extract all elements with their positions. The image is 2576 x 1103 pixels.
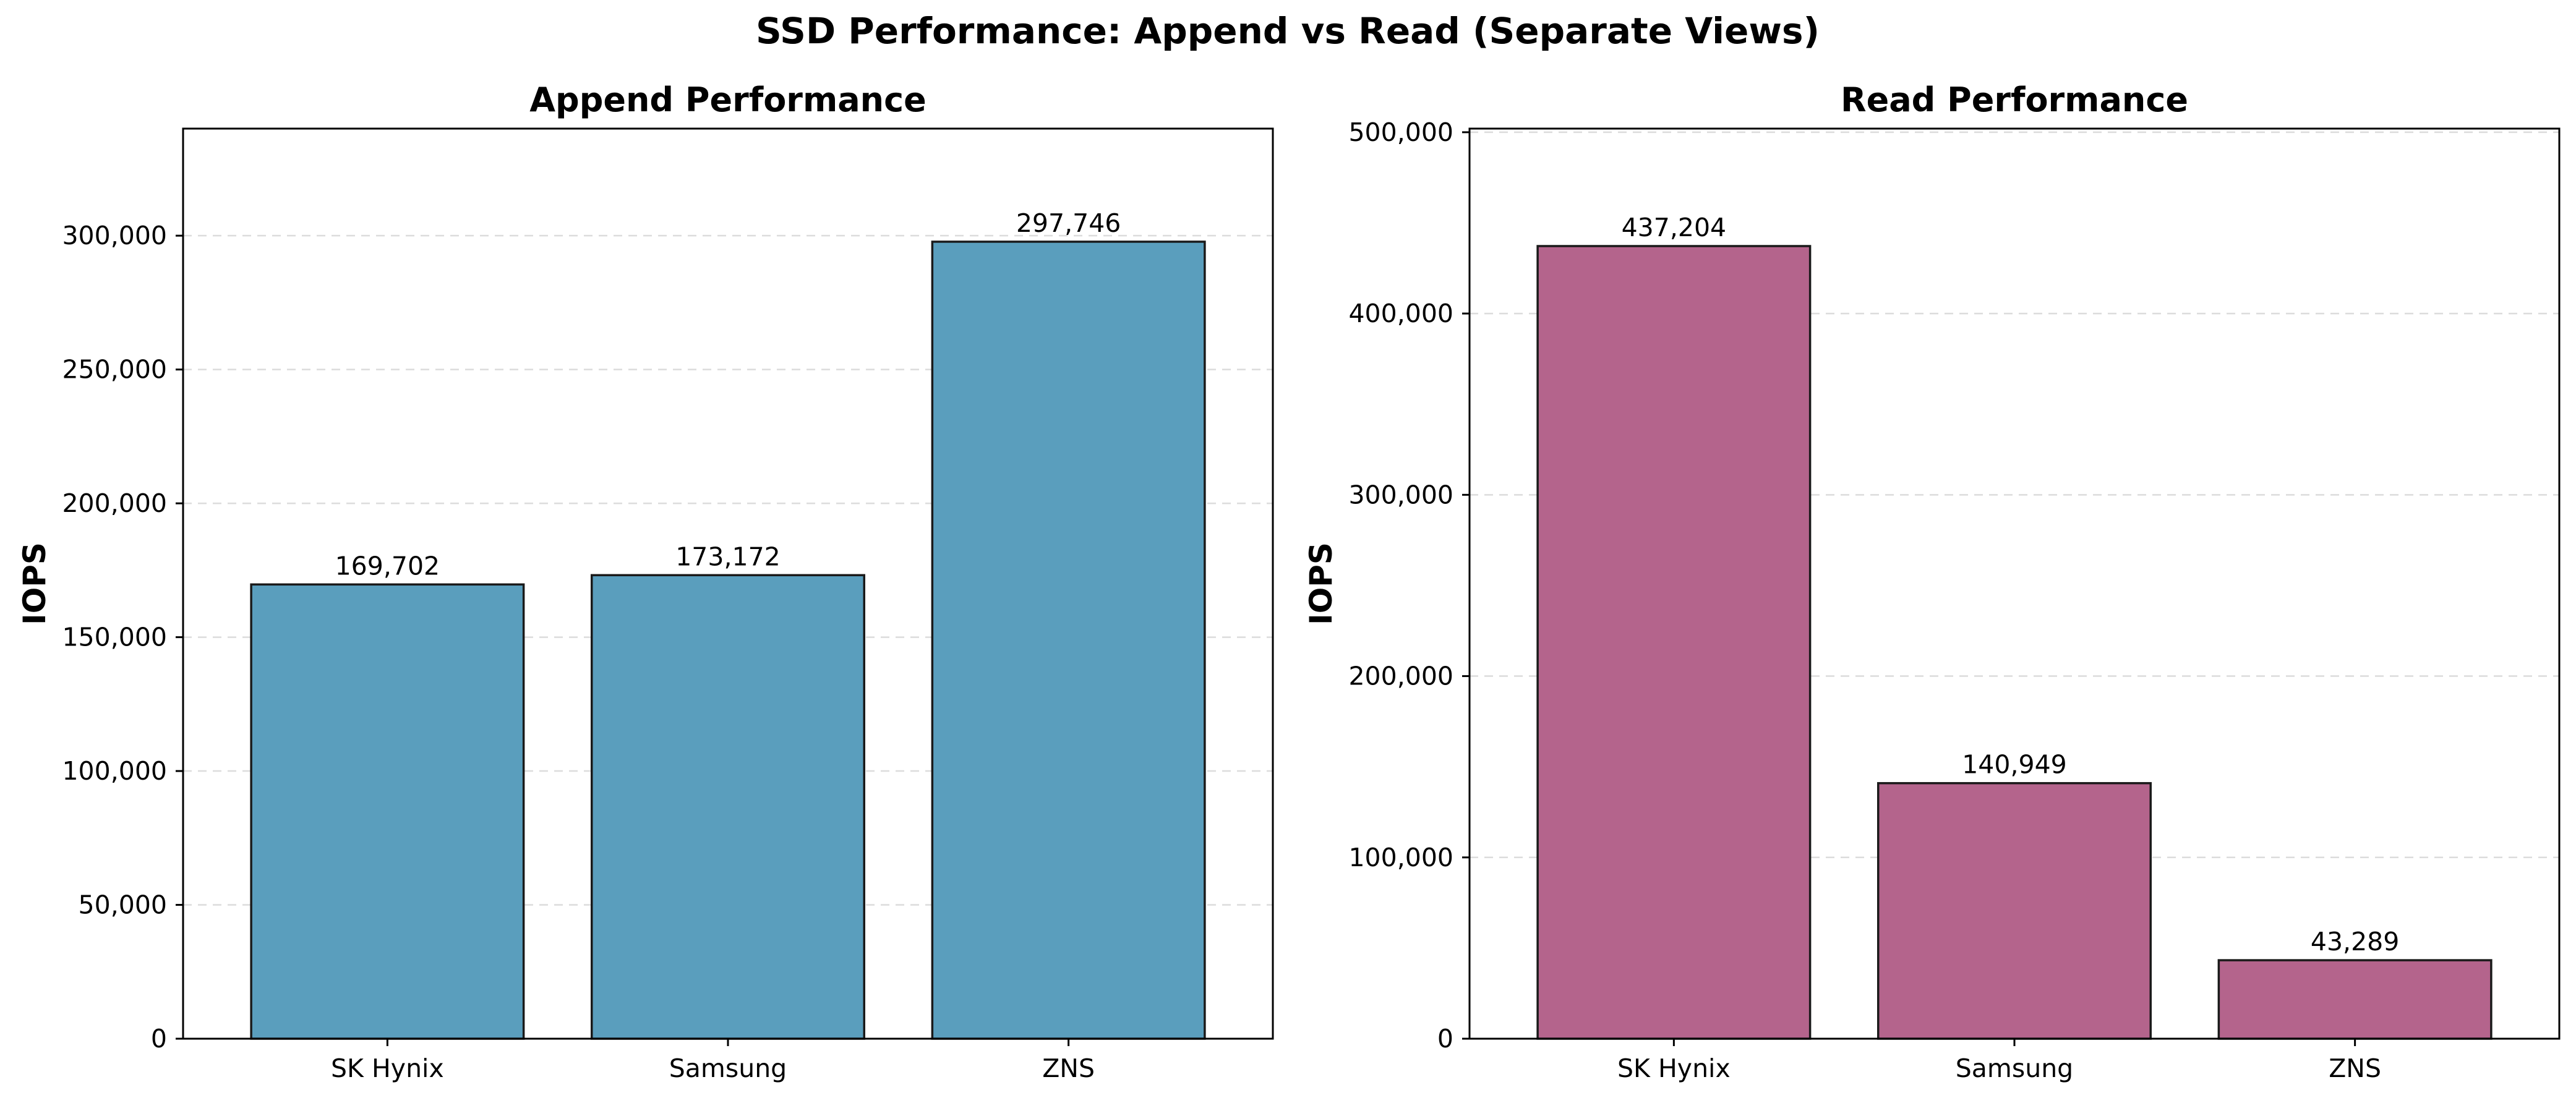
chart1-bar-2 <box>2217 959 2493 1040</box>
chart1-ytick-label-4: 400,000 <box>1348 299 1453 328</box>
chart0-ytick-label-5: 250,000 <box>62 355 167 385</box>
chart1-ylabel: IOPS <box>1303 542 1339 625</box>
chart1-ytick-label-2: 200,000 <box>1348 662 1453 691</box>
chart1-xtick-label-1: Samsung <box>1956 1054 2073 1083</box>
chart0-ytick-label-1: 50,000 <box>79 890 167 920</box>
figure-title: SSD Performance: Append vs Read (Separat… <box>756 10 1820 52</box>
chart1-bar-1 <box>1877 781 2152 1040</box>
chart1-ytick-label-3: 300,000 <box>1348 480 1453 509</box>
chart0-data-label-0: 169,702 <box>335 551 440 581</box>
chart1-xtick-label-2: ZNS <box>2329 1054 2381 1083</box>
chart0-bar-0 <box>250 583 525 1040</box>
chart0-ytick-label-4: 200,000 <box>62 488 167 518</box>
chart1-title: Read Performance <box>1841 80 2188 119</box>
chart1-xtick-label-0: SK Hynix <box>1617 1054 1731 1083</box>
chart1-data-label-0: 437,204 <box>1622 213 1727 242</box>
chart0-data-label-2: 297,746 <box>1016 208 1121 238</box>
chart0-bar-1 <box>591 574 865 1040</box>
chart0-ytick-label-3: 150,000 <box>62 623 167 652</box>
chart0-ytick-label-0: 0 <box>151 1024 167 1054</box>
chart0-xtick-label-1: Samsung <box>669 1054 787 1083</box>
chart1-ytick-label-5: 500,000 <box>1348 117 1453 147</box>
chart1-ytick-label-0: 0 <box>1437 1024 1453 1054</box>
chart0-data-label-1: 173,172 <box>675 542 781 571</box>
chart0-title: Append Performance <box>529 80 926 119</box>
chart0-xtick-label-0: SK Hynix <box>331 1054 444 1083</box>
chart1-data-label-1: 140,949 <box>1962 750 2067 780</box>
chart0-plot-frame <box>182 127 1274 1040</box>
chart0-bar-2 <box>931 241 1206 1040</box>
chart1-ytick-label-1: 100,000 <box>1348 843 1453 872</box>
chart0-ylabel: IOPS <box>17 542 53 625</box>
chart0-ytick-label-2: 100,000 <box>62 756 167 786</box>
chart1-plot-frame <box>1468 127 2561 1040</box>
chart1-data-label-2: 43,289 <box>2311 927 2399 956</box>
chart0-xtick-label-2: ZNS <box>1042 1054 1095 1083</box>
chart0-ytick-label-6: 300,000 <box>62 221 167 250</box>
chart1-bar-0 <box>1536 245 1812 1040</box>
